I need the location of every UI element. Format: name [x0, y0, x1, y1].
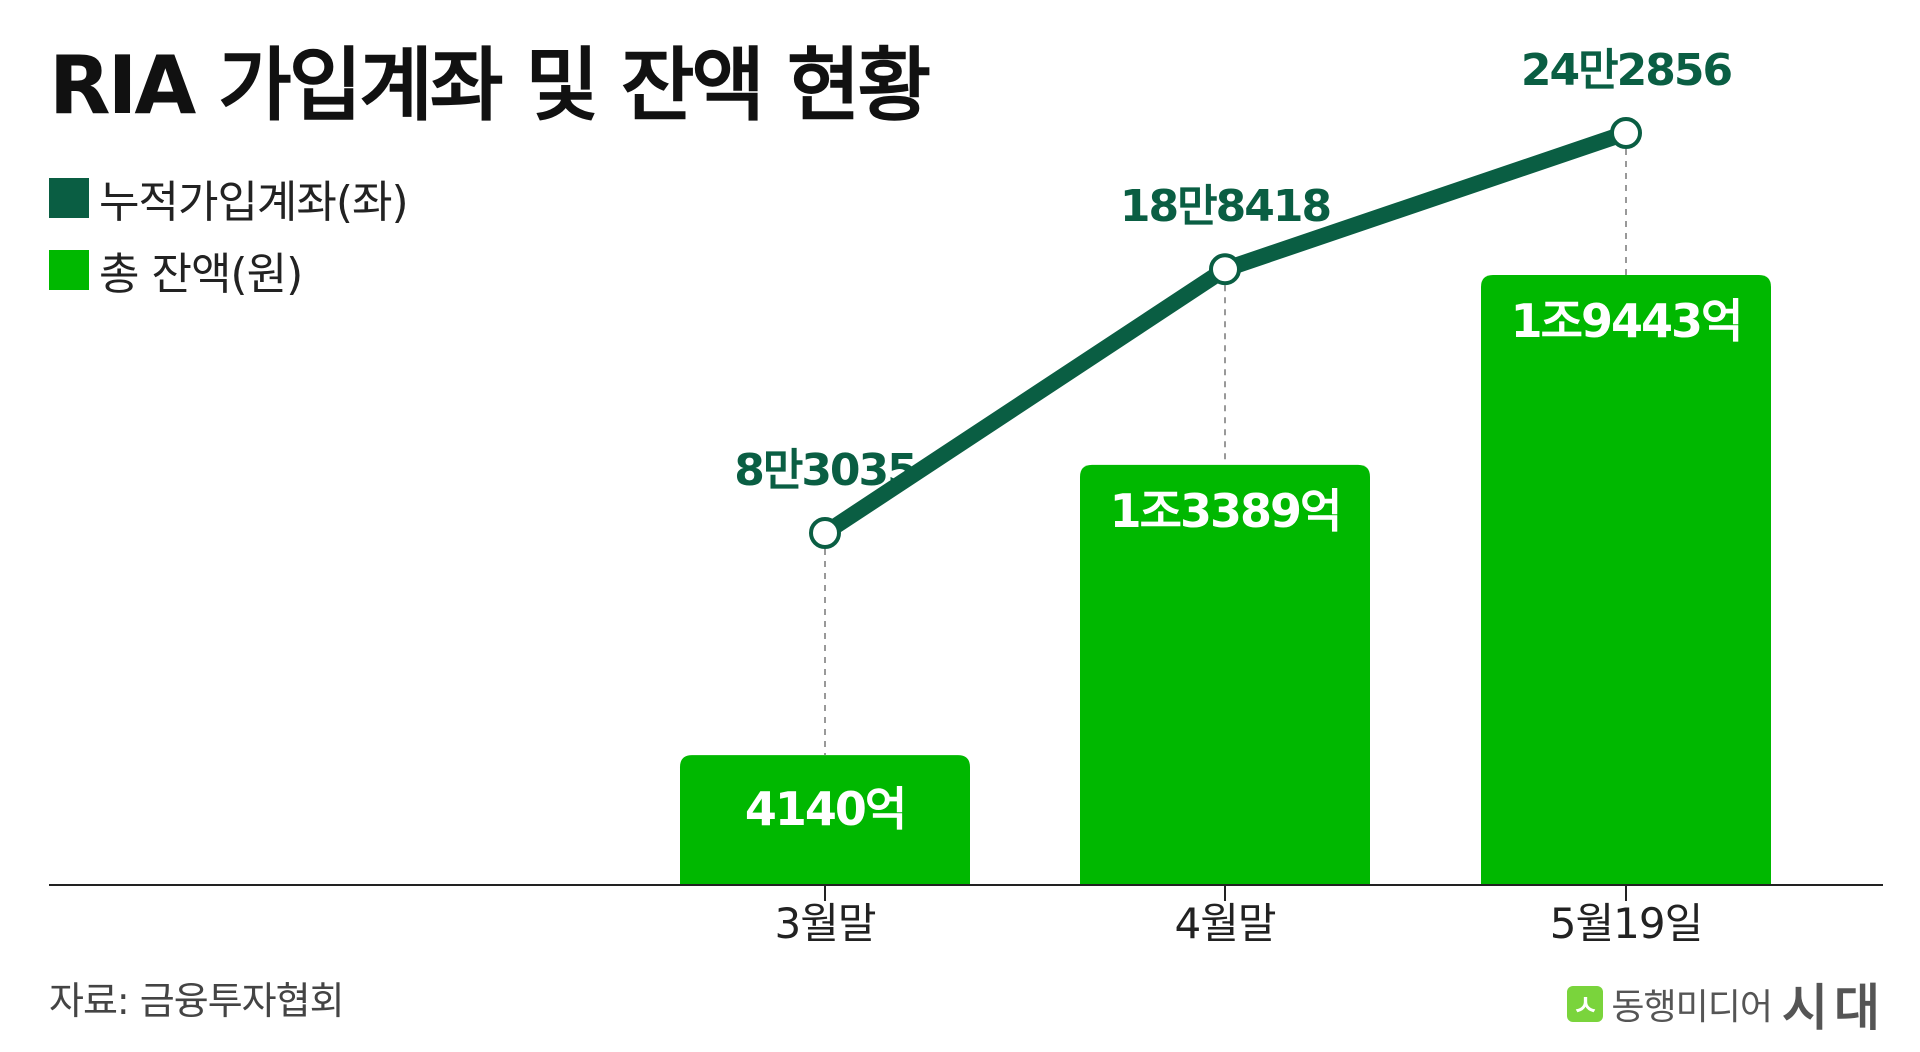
- accounts-value-label-1: 8만3035: [734, 445, 916, 496]
- x-tick-label-1: 3월말: [774, 899, 875, 948]
- x-tick-label-2: 4월말: [1174, 899, 1275, 948]
- source-note: 자료: 금융투자협회: [49, 979, 345, 1023]
- accounts-point-1: [809, 517, 841, 549]
- brand-logo: ㅅ 동행미디어 시대: [1567, 968, 1886, 1040]
- brand-name: 동행미디어: [1611, 987, 1773, 1028]
- legend-label-balance: 총 잔액(원): [99, 249, 303, 300]
- legend-label-accounts: 누적가입계좌(좌): [99, 177, 409, 228]
- bar-1: [680, 755, 970, 885]
- brand-mark-icon: ㅅ: [1567, 986, 1604, 1022]
- x-tick-label-3: 5월19일: [1550, 899, 1702, 948]
- accounts-point-2: [1209, 253, 1241, 286]
- legend-swatch-balance: [49, 250, 89, 290]
- bar-value-label-2: 1조3389억: [1110, 484, 1341, 538]
- bar-value-label-1: 4140억: [745, 782, 905, 836]
- brand-sub: 시대: [1782, 979, 1886, 1037]
- legend-swatch-accounts: [49, 178, 89, 218]
- accounts-value-label-3: 24만2856: [1521, 45, 1732, 96]
- legend: 누적가입계좌(좌) 총 잔액(원): [49, 168, 409, 312]
- accounts-point-3: [1610, 117, 1642, 149]
- legend-item-balance: 총 잔액(원): [49, 240, 408, 300]
- accounts-value-label-2: 18만8418: [1120, 181, 1330, 232]
- legend-item-accounts: 누적가입계좌(좌): [49, 168, 409, 228]
- chart-title: RIA 가입계좌 및 잔액 현황: [49, 39, 931, 132]
- bar-2: [1080, 464, 1370, 885]
- bar-value-label-3: 1조9443억: [1511, 294, 1742, 348]
- bar-3: [1481, 275, 1771, 885]
